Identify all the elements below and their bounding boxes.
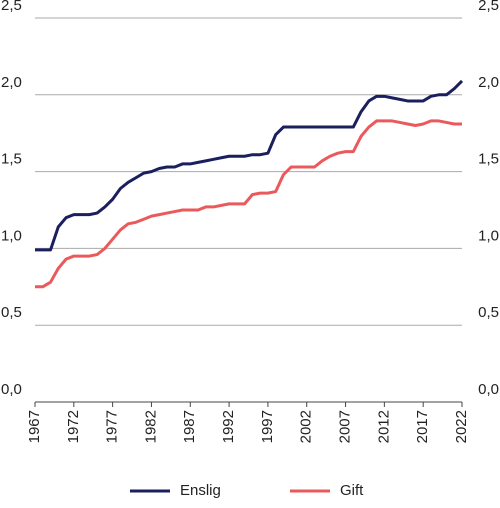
y-tick-label: 1,5 — [1, 151, 22, 168]
x-tick-label: 2007 — [337, 410, 354, 443]
x-tick-label: 1967 — [26, 410, 43, 443]
x-tick-label: 1982 — [142, 410, 159, 443]
y2-tick-label: 0,0 — [478, 381, 499, 398]
x-tick-label: 2022 — [453, 410, 470, 443]
y-tick-label: 0,5 — [1, 304, 22, 321]
y2-tick-label: 0,5 — [478, 304, 499, 321]
legend-label: Enslig — [180, 482, 221, 499]
x-tick-label: 1997 — [259, 410, 276, 443]
x-tick-label: 1972 — [65, 410, 82, 443]
y-tick-label: 2,0 — [1, 74, 22, 91]
line — [35, 79, 464, 252]
x-tick-label: 2012 — [375, 410, 392, 443]
y-tick-label: 0,0 — [1, 381, 22, 398]
y2-tick-label: 2,0 — [478, 74, 499, 91]
x-tick-label: 1987 — [181, 410, 198, 443]
x-tick-label: 1992 — [220, 410, 237, 443]
x-tick-label: 1977 — [104, 410, 121, 443]
x-tick-label: 2017 — [414, 410, 431, 443]
y2-tick-label: 2,5 — [478, 0, 499, 14]
x-tick-label: 2002 — [298, 410, 315, 443]
legend-label: Gift — [340, 482, 364, 499]
y-tick-label: 2,5 — [1, 0, 22, 14]
line — [35, 119, 462, 289]
y2-tick-label: 1,5 — [478, 151, 499, 168]
y2-tick-label: 1,0 — [478, 227, 499, 244]
y-tick-label: 1,0 — [1, 227, 22, 244]
